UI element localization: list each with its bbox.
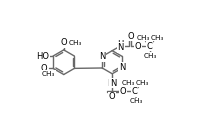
Text: O: O bbox=[40, 64, 47, 73]
Text: N: N bbox=[119, 63, 125, 72]
Text: H: H bbox=[107, 78, 113, 88]
Text: CH₃: CH₃ bbox=[144, 53, 157, 59]
Text: H: H bbox=[117, 40, 124, 49]
Text: CH₃: CH₃ bbox=[136, 35, 150, 41]
Text: O: O bbox=[127, 31, 134, 41]
Text: C: C bbox=[132, 87, 137, 96]
Text: O: O bbox=[120, 87, 126, 96]
Text: O: O bbox=[109, 92, 115, 101]
Text: CH₃: CH₃ bbox=[42, 71, 55, 77]
Text: CH₃: CH₃ bbox=[129, 98, 143, 105]
Text: N: N bbox=[117, 43, 124, 52]
Text: C: C bbox=[146, 42, 152, 51]
Text: O: O bbox=[134, 42, 141, 51]
Text: CH₃: CH₃ bbox=[150, 35, 164, 41]
Text: HO: HO bbox=[37, 52, 50, 61]
Text: CH₃: CH₃ bbox=[136, 80, 149, 86]
Text: CH₃: CH₃ bbox=[122, 80, 135, 86]
Text: N: N bbox=[110, 78, 116, 88]
Text: CH₃: CH₃ bbox=[68, 40, 82, 46]
Text: O: O bbox=[60, 38, 67, 47]
Text: N: N bbox=[99, 52, 105, 61]
